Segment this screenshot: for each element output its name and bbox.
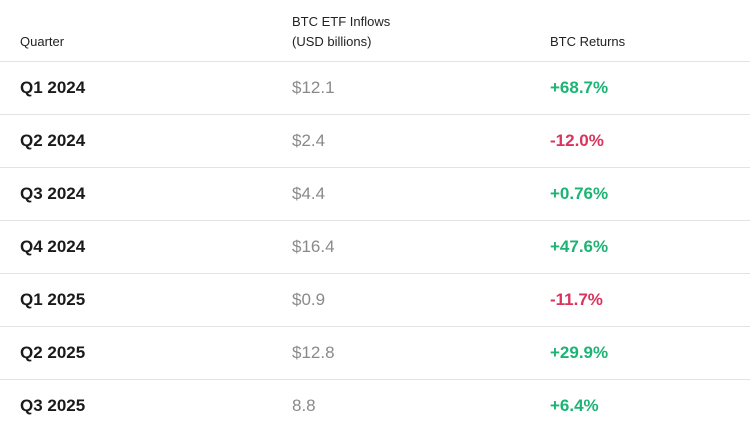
table-row: Q3 2024 $4.4 +0.76% bbox=[0, 168, 750, 221]
column-header: BTC Returns bbox=[550, 34, 626, 49]
table-row: Q2 2024 $2.4 -12.0% bbox=[0, 115, 750, 168]
quarter-cell: Q2 2024 bbox=[20, 131, 86, 150]
return-cell: +6.4% bbox=[550, 396, 599, 415]
table-row: Q4 2024 $16.4 +47.6% bbox=[0, 221, 750, 274]
inflow-cell: $16.4 bbox=[292, 237, 335, 256]
return-cell: -11.7% bbox=[550, 290, 603, 309]
quarter-cell: Q1 2025 bbox=[20, 290, 86, 309]
column-header: Quarter bbox=[20, 34, 65, 49]
inflow-cell: $12.8 bbox=[292, 343, 335, 362]
table-row: Q1 2024 $12.1 +68.7% bbox=[0, 62, 750, 115]
return-cell: +47.6% bbox=[550, 237, 609, 256]
quarter-cell: Q4 2024 bbox=[20, 237, 86, 256]
return-cell: +68.7% bbox=[550, 78, 609, 97]
quarter-cell: Q2 2025 bbox=[20, 343, 86, 362]
return-cell: +29.9% bbox=[550, 343, 609, 362]
inflow-cell: $4.4 bbox=[292, 184, 326, 203]
table-row: Q1 2025 $0.9 -11.7% bbox=[0, 274, 750, 327]
table-row: Q2 2025 $12.8 +29.9% bbox=[0, 327, 750, 380]
return-cell: +0.76% bbox=[550, 184, 609, 203]
inflow-cell: $2.4 bbox=[292, 131, 326, 150]
table-row: Q3 2025 8.8 +6.4% bbox=[0, 380, 750, 433]
inflow-cell: $12.1 bbox=[292, 78, 335, 97]
inflow-cell: 8.8 bbox=[292, 396, 316, 415]
quarter-cell: Q3 2025 bbox=[20, 396, 86, 415]
quarter-cell: Q3 2024 bbox=[20, 184, 86, 203]
column-header: BTC ETF Inflows (USD billions) bbox=[292, 14, 391, 49]
return-cell: -12.0% bbox=[550, 131, 604, 150]
quarter-cell: Q1 2024 bbox=[20, 78, 86, 97]
inflow-cell: $0.9 bbox=[292, 290, 326, 309]
table-header: Quarter BTC ETF Inflows (USD billions) B… bbox=[0, 0, 750, 62]
